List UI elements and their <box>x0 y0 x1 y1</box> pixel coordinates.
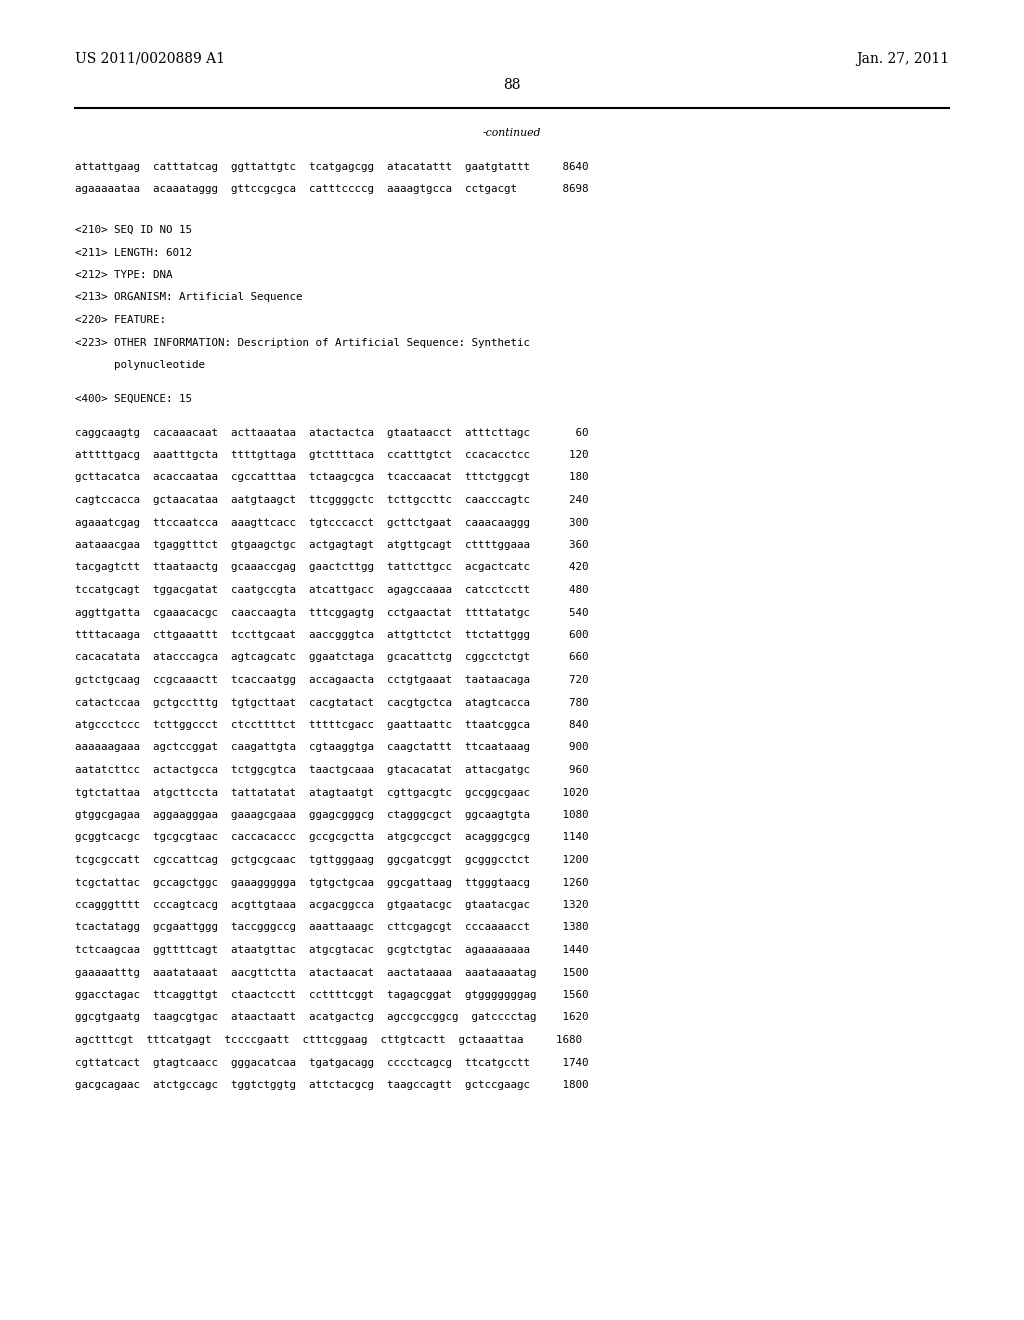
Text: aggttgatta  cgaaacacgc  caaccaagta  tttcggagtg  cctgaactat  ttttatatgc      540: aggttgatta cgaaacacgc caaccaagta tttcgga… <box>75 607 589 618</box>
Text: polynucleotide: polynucleotide <box>75 360 205 370</box>
Text: <220> FEATURE:: <220> FEATURE: <box>75 315 166 325</box>
Text: <213> ORGANISM: Artificial Sequence: <213> ORGANISM: Artificial Sequence <box>75 293 302 302</box>
Text: US 2011/0020889 A1: US 2011/0020889 A1 <box>75 51 225 66</box>
Text: ttttacaaga  cttgaaattt  tccttgcaat  aaccgggtca  attgttctct  ttctattggg      600: ttttacaaga cttgaaattt tccttgcaat aaccggg… <box>75 630 589 640</box>
Text: ggcgtgaatg  taagcgtgac  ataactaatt  acatgactcg  agccgccggcg  gatcccctag    1620: ggcgtgaatg taagcgtgac ataactaatt acatgac… <box>75 1012 589 1023</box>
Text: cacacatata  atacccagca  agtcagcatc  ggaatctaga  gcacattctg  cggcctctgt      660: cacacatata atacccagca agtcagcatc ggaatct… <box>75 652 589 663</box>
Text: <211> LENGTH: 6012: <211> LENGTH: 6012 <box>75 248 193 257</box>
Text: catactccaa  gctgcctttg  tgtgcttaat  cacgtatact  cacgtgctca  atagtcacca      780: catactccaa gctgcctttg tgtgcttaat cacgtat… <box>75 697 589 708</box>
Text: atttttgacg  aaatttgcta  ttttgttaga  gtcttttaca  ccatttgtct  ccacacctcc      120: atttttgacg aaatttgcta ttttgttaga gtctttt… <box>75 450 589 459</box>
Text: agaaaaataa  acaaataggg  gttccgcgca  catttccccg  aaaagtgcca  cctgacgt       8698: agaaaaataa acaaataggg gttccgcgca catttcc… <box>75 185 589 194</box>
Text: tccatgcagt  tggacgatat  caatgccgta  atcattgacc  agagccaaaa  catcctcctt      480: tccatgcagt tggacgatat caatgccgta atcattg… <box>75 585 589 595</box>
Text: <212> TYPE: DNA: <212> TYPE: DNA <box>75 271 172 280</box>
Text: aataaacgaa  tgaggtttct  gtgaagctgc  actgagtagt  atgttgcagt  cttttggaaa      360: aataaacgaa tgaggtttct gtgaagctgc actgagt… <box>75 540 589 550</box>
Text: <400> SEQUENCE: 15: <400> SEQUENCE: 15 <box>75 393 193 404</box>
Text: ggacctagac  ttcaggttgt  ctaactcctt  ccttttcggt  tagagcggat  gtgggggggag    1560: ggacctagac ttcaggttgt ctaactcctt ccttttc… <box>75 990 589 1001</box>
Text: gctctgcaag  ccgcaaactt  tcaccaatgg  accagaacta  cctgtgaaat  taataacaga      720: gctctgcaag ccgcaaactt tcaccaatgg accagaa… <box>75 675 589 685</box>
Text: <210> SEQ ID NO 15: <210> SEQ ID NO 15 <box>75 224 193 235</box>
Text: agctttcgt  tttcatgagt  tccccgaatt  ctttcggaag  cttgtcactt  gctaaattaa     1680: agctttcgt tttcatgagt tccccgaatt ctttcgga… <box>75 1035 582 1045</box>
Text: tcgctattac  gccagctggc  gaaaggggga  tgtgctgcaa  ggcgattaag  ttgggtaacg     1260: tcgctattac gccagctggc gaaaggggga tgtgctg… <box>75 878 589 887</box>
Text: Jan. 27, 2011: Jan. 27, 2011 <box>856 51 949 66</box>
Text: cgttatcact  gtagtcaacc  gggacatcaa  tgatgacagg  cccctcagcg  ttcatgcctt     1740: cgttatcact gtagtcaacc gggacatcaa tgatgac… <box>75 1057 589 1068</box>
Text: gcttacatca  acaccaataa  cgccatttaa  tctaagcgca  tcaccaacat  tttctggcgt      180: gcttacatca acaccaataa cgccatttaa tctaagc… <box>75 473 589 483</box>
Text: caggcaagtg  cacaaacaat  acttaaataa  atactactca  gtaataacct  atttcttagc       60: caggcaagtg cacaaacaat acttaaataa atactac… <box>75 428 589 437</box>
Text: tgtctattaa  atgcttccta  tattatatat  atagtaatgt  cgttgacgtc  gccggcgaac     1020: tgtctattaa atgcttccta tattatatat atagtaa… <box>75 788 589 797</box>
Text: tcactatagg  gcgaattggg  taccgggccg  aaattaaagc  cttcgagcgt  cccaaaacct     1380: tcactatagg gcgaattggg taccgggccg aaattaa… <box>75 923 589 932</box>
Text: attattgaag  catttatcag  ggttattgtc  tcatgagcgg  atacatattt  gaatgtattt     8640: attattgaag catttatcag ggttattgtc tcatgag… <box>75 162 589 172</box>
Text: aaaaaagaaa  agctccggat  caagattgta  cgtaaggtga  caagctattt  ttcaataaag      900: aaaaaagaaa agctccggat caagattgta cgtaagg… <box>75 742 589 752</box>
Text: -continued: -continued <box>482 128 542 139</box>
Text: aatatcttcc  actactgcca  tctggcgtca  taactgcaaa  gtacacatat  attacgatgc      960: aatatcttcc actactgcca tctggcgtca taactgc… <box>75 766 589 775</box>
Text: gcggtcacgc  tgcgcgtaac  caccacaccc  gccgcgctta  atgcgccgct  acagggcgcg     1140: gcggtcacgc tgcgcgtaac caccacaccc gccgcgc… <box>75 833 589 842</box>
Text: agaaatcgag  ttccaatcca  aaagttcacc  tgtcccacct  gcttctgaat  caaacaaggg      300: agaaatcgag ttccaatcca aaagttcacc tgtccca… <box>75 517 589 528</box>
Text: gacgcagaac  atctgccagc  tggtctggtg  attctacgcg  taagccagtt  gctccgaagc     1800: gacgcagaac atctgccagc tggtctggtg attctac… <box>75 1080 589 1090</box>
Text: tcgcgccatt  cgccattcag  gctgcgcaac  tgttgggaag  ggcgatcggt  gcgggcctct     1200: tcgcgccatt cgccattcag gctgcgcaac tgttggg… <box>75 855 589 865</box>
Text: tctcaagcaa  ggttttcagt  ataatgttac  atgcgtacac  gcgtctgtac  agaaaaaaaa     1440: tctcaagcaa ggttttcagt ataatgttac atgcgta… <box>75 945 589 954</box>
Text: cagtccacca  gctaacataa  aatgtaagct  ttcggggctc  tcttgccttc  caacccagtc      240: cagtccacca gctaacataa aatgtaagct ttcgggg… <box>75 495 589 506</box>
Text: gtggcgagaa  aggaagggaa  gaaagcgaaa  ggagcgggcg  ctagggcgct  ggcaagtgta     1080: gtggcgagaa aggaagggaa gaaagcgaaa ggagcgg… <box>75 810 589 820</box>
Text: atgccctccc  tcttggccct  ctccttttct  tttttcgacc  gaattaattc  ttaatcggca      840: atgccctccc tcttggccct ctccttttct tttttcg… <box>75 719 589 730</box>
Text: gaaaaatttg  aaatataaat  aacgttctta  atactaacat  aactataaaa  aaataaaatag    1500: gaaaaatttg aaatataaat aacgttctta atactaa… <box>75 968 589 978</box>
Text: tacgagtctt  ttaataactg  gcaaaccgag  gaactcttgg  tattcttgcc  acgactcatc      420: tacgagtctt ttaataactg gcaaaccgag gaactct… <box>75 562 589 573</box>
Text: 88: 88 <box>503 78 521 92</box>
Text: ccagggtttt  cccagtcacg  acgttgtaaa  acgacggcca  gtgaatacgc  gtaatacgac     1320: ccagggtttt cccagtcacg acgttgtaaa acgacgg… <box>75 900 589 909</box>
Text: <223> OTHER INFORMATION: Description of Artificial Sequence: Synthetic: <223> OTHER INFORMATION: Description of … <box>75 338 530 347</box>
